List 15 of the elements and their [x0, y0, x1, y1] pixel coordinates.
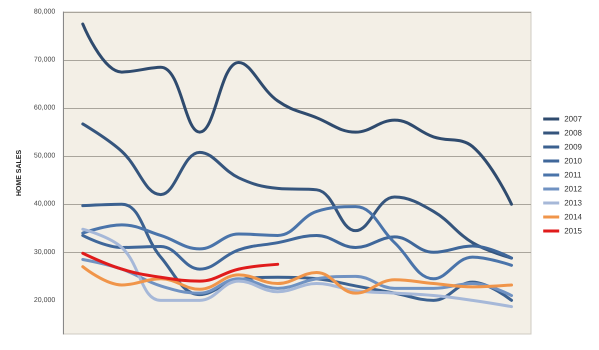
legend-label: 2011	[564, 170, 582, 180]
line-series	[81, 228, 514, 308]
legend-label: 2014	[564, 212, 583, 222]
legend-label: 2007	[564, 114, 583, 124]
legend-label: 2015	[564, 226, 583, 236]
line-series	[81, 22, 514, 206]
line-series	[81, 122, 514, 260]
legend-label: 2012	[564, 184, 583, 194]
line-series	[81, 205, 514, 280]
line-series	[81, 265, 514, 295]
legend-label: 2009	[564, 142, 583, 152]
legend-label: 2008	[564, 128, 583, 138]
legend-label: 2010	[564, 156, 583, 166]
line-series	[81, 252, 280, 283]
legend-label: 2013	[564, 198, 583, 208]
